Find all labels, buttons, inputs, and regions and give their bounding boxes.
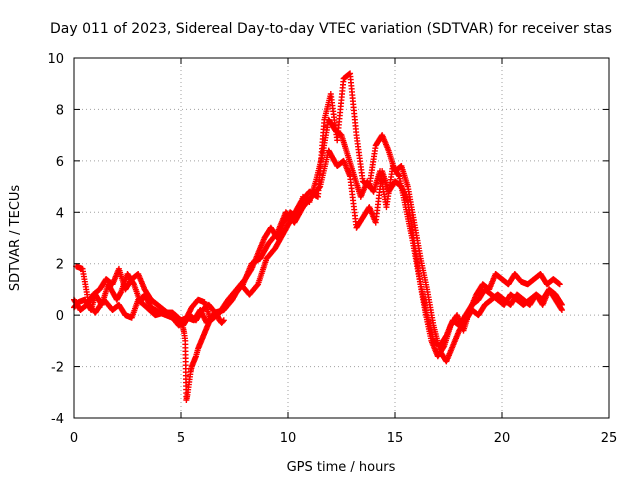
y-tick-label: -2 xyxy=(51,361,64,376)
x-tick-label: 15 xyxy=(387,431,404,446)
series-sdtvar-track-c xyxy=(71,147,565,349)
y-tick-label: 10 xyxy=(47,52,64,67)
y-tick-label: 4 xyxy=(56,206,64,221)
grid-lines xyxy=(74,58,609,418)
x-tick-label: 0 xyxy=(70,431,78,446)
data-points xyxy=(71,70,565,403)
data-point xyxy=(316,184,323,191)
tick-labels: 0 5 10 15 20 25 -4 -2 0 2 4 6 8 10 xyxy=(47,52,617,446)
data-point xyxy=(220,317,227,324)
x-tick-label: 20 xyxy=(494,431,511,446)
x-tick-label: 10 xyxy=(280,431,297,446)
y-tick-label: -4 xyxy=(51,412,64,427)
data-point xyxy=(558,307,565,313)
x-tick-label: 5 xyxy=(177,431,185,446)
data-point xyxy=(556,281,563,288)
x-axis-label: GPS time / hours xyxy=(287,460,396,475)
y-tick-label: 0 xyxy=(56,309,64,324)
data-point xyxy=(220,318,227,325)
y-tick-label: 2 xyxy=(56,258,64,273)
series-sdtvar-track-b xyxy=(73,70,565,365)
chart-title: Day 011 of 2023, Sidereal Day-to-day VTE… xyxy=(50,21,612,37)
series-sdtvar-dip xyxy=(180,309,227,403)
plot-frame xyxy=(73,57,610,419)
series-sdtvar-track-a xyxy=(71,116,563,360)
x-tick-label: 25 xyxy=(601,431,618,446)
y-axis-label: SDTVAR / TECUs xyxy=(8,185,23,292)
y-tick-label: 6 xyxy=(56,155,64,170)
y-tick-label: 8 xyxy=(56,103,64,118)
